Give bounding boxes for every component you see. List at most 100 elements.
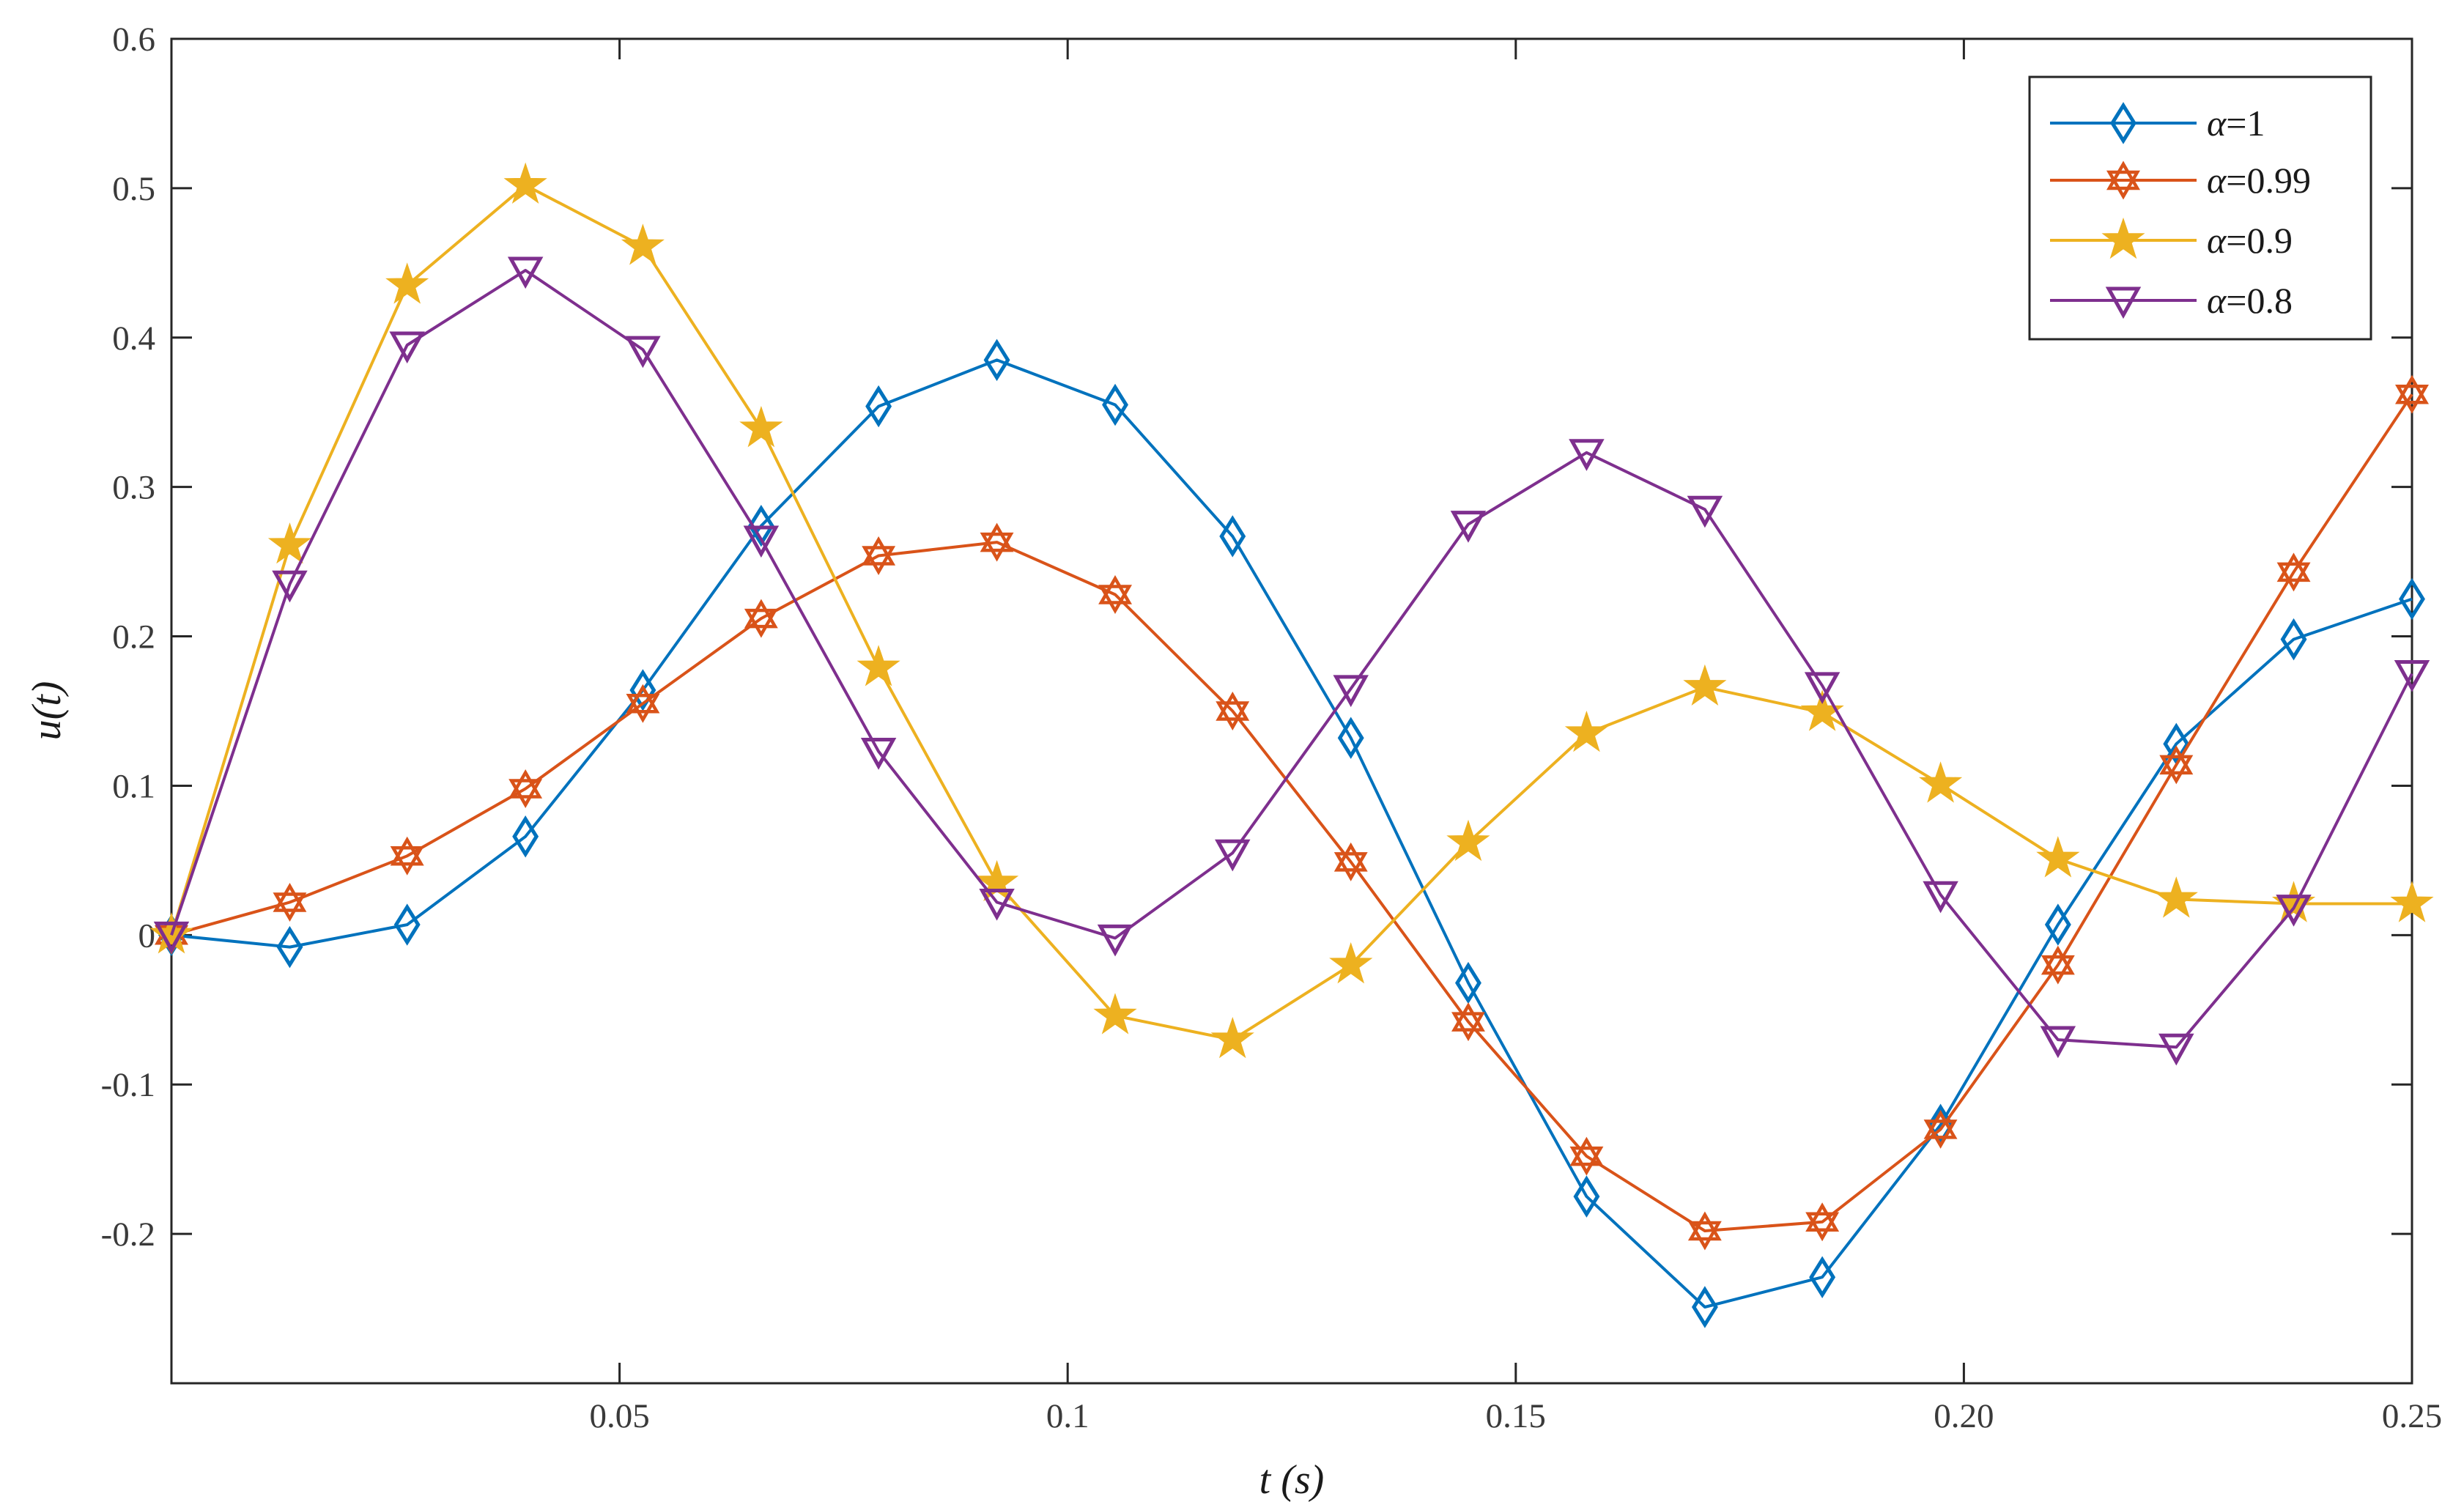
hexagram-triangle-down [744,608,778,638]
data-point-pentagram [857,645,900,686]
data-point-hexagram [626,684,660,723]
hexagram-triangle-up [1216,691,1250,721]
data-point-triangle-down [2158,1033,2194,1066]
data-point-triangle-down [625,336,661,369]
y-tick-label: 0.5 [112,170,155,208]
legend-entry: α=0.99 [2050,160,2311,201]
series-line [170,183,2412,1042]
data-point-diamond [1455,961,1481,1004]
data-point-diamond [2163,722,2190,766]
data-point-diamond [1573,1175,1600,1218]
data-point-pentagram [1210,1016,1254,1059]
data-point-triangle-down [153,921,190,954]
hexagram-triangle-down [1569,1146,1604,1176]
legend-label: α=0.9 [2207,220,2293,261]
data-point-diamond [865,385,892,428]
data-point-pentagram [1446,819,1490,862]
hexagram-triangle-up [980,522,1014,552]
data-point-triangle-down [1923,881,1958,914]
data-point-triangle-down [1569,439,1605,471]
legend-value: =0.9 [2226,220,2293,261]
data-point-hexagram [1923,1109,1958,1149]
legend-entry: α=1 [2050,102,2265,144]
hexagram-triangle-down [2394,385,2430,414]
hexagram-triangle-down [1687,1221,1722,1251]
data-point-hexagram [1451,1002,1485,1042]
hexagram-triangle-up [2106,160,2141,190]
hexagram-triangle-up [1333,842,1368,872]
data-point-diamond [1809,1256,1836,1298]
data-point-diamond [983,338,1010,382]
x-tick-label: 0.05 [589,1397,649,1435]
hexagram-triangle-down [2159,755,2194,785]
data-point-hexagram [390,836,424,876]
data-point-triangle-down [507,256,544,289]
legend-entry: α=0.8 [2050,280,2293,321]
data-point-diamond [2280,618,2307,661]
data-point-triangle-down [860,738,897,770]
hexagram-triangle-down [2276,562,2311,592]
x-tick-label: 0.15 [1486,1397,1546,1435]
data-point-diamond [276,925,303,969]
data-point-hexagram [744,599,778,638]
legend-value: =0.99 [2226,160,2311,201]
hexagram-triangle-up [1098,574,1133,604]
data-point-diamond [1691,1286,1718,1328]
data-point-pentagram [267,522,312,564]
hexagram-triangle-up [508,769,543,799]
data-point-hexagram [1216,691,1250,731]
data-point-hexagram [2041,945,2075,985]
hexagram-triangle-up [2276,552,2311,582]
legend-box [2028,75,2372,341]
legend-value: =1 [2226,103,2265,144]
hexagram-triangle-up [2394,374,2430,404]
hexagram-triangle-up [1451,1002,1485,1032]
data-point-diamond [1219,515,1246,558]
data-point-pentagram [2036,836,2080,878]
data-point-triangle-down [2105,286,2142,319]
hexagram-triangle-down [1333,852,1368,881]
legend-symbol: α [2207,103,2227,144]
series-3 [149,162,2434,1059]
hexagram-triangle-down [626,694,660,723]
data-point-hexagram [273,882,307,922]
series-4 [153,256,2430,1066]
hexagram-triangle-up [1569,1136,1604,1166]
series-line [170,269,2413,1049]
hexagram-triangle-up [2159,745,2194,775]
data-point-hexagram [1569,1136,1604,1176]
data-point-hexagram [1687,1211,1722,1251]
hexagram-triangle-up [273,882,307,912]
data-point-pentagram [621,223,665,265]
data-point-pentagram [503,162,547,204]
hexagram-triangle-up [1923,1109,1958,1139]
x-axis-ticks: 0.05 0.1 0.15 0.20 0.25 [589,39,2442,1435]
data-point-hexagram [2394,374,2430,414]
series-2 [154,374,2430,1251]
data-point-triangle-down [1450,511,1487,543]
hexagram-triangle-down [1451,1012,1485,1042]
data-point-pentagram [1800,689,1844,731]
data-point-hexagram [1098,574,1133,615]
data-point-pentagram [1683,664,1727,706]
data-point-hexagram [980,522,1014,562]
y-tick-label: -0.2 [101,1215,155,1254]
hexagram-triangle-up [1805,1202,1840,1232]
data-point-hexagram [2276,552,2311,592]
x-axis-title: t (s) [1259,1457,1325,1503]
data-point-triangle-down [1097,924,1133,957]
data-point-diamond [629,669,656,711]
hexagram-triangle-down [2106,170,2141,200]
data-point-triangle-down [2276,895,2312,927]
hexagram-triangle-down [1923,1119,1958,1149]
hexagram-triangle-down [1098,585,1133,615]
legend-value: =0.8 [2226,280,2293,321]
data-point-pentagram [739,405,783,448]
hexagram-triangle-up [744,599,778,629]
y-axis-ticks: 0.6 0.5 0.4 0.3 0.2 0.1 0 -0.1 -0.2 [101,21,2412,1254]
data-point-triangle-down [743,525,780,558]
y-tick-label: 0.2 [112,618,155,656]
data-point-pentagram [1329,941,1373,984]
data-point-hexagram [508,769,543,809]
y-axis-title: u(t) [24,681,70,741]
